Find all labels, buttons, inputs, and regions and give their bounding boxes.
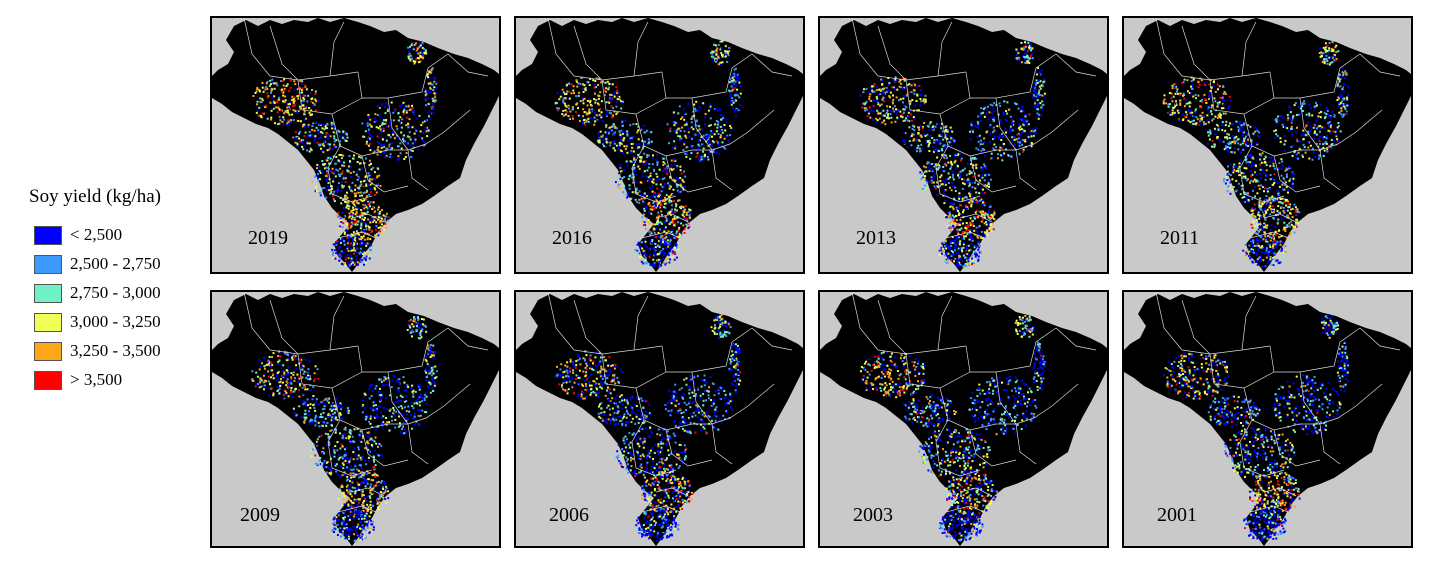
legend-swatch (34, 284, 62, 303)
year-label: 2013 (856, 227, 896, 250)
legend-item: < 2,500 (34, 224, 122, 246)
map-panel: 2009 (210, 290, 501, 548)
legend-swatch (34, 255, 62, 274)
legend-item: > 3,500 (34, 369, 122, 391)
map-panel: 2011 (1122, 16, 1413, 274)
year-label: 2009 (240, 504, 280, 527)
map-panel: 2016 (514, 16, 805, 274)
legend-label: 2,750 - 3,000 (70, 283, 161, 303)
year-label: 2001 (1157, 504, 1197, 527)
year-label: 2019 (248, 227, 288, 250)
legend-swatch (34, 371, 62, 390)
legend-item: 3,000 - 3,250 (34, 311, 161, 333)
legend-item: 3,250 - 3,500 (34, 340, 161, 362)
map-panel: 2013 (818, 16, 1109, 274)
legend-label: < 2,500 (70, 225, 122, 245)
legend-label: 3,000 - 3,250 (70, 312, 161, 332)
year-label: 2003 (853, 504, 893, 527)
legend-item: 2,750 - 3,000 (34, 282, 161, 304)
map-panel: 2006 (514, 290, 805, 548)
map-panel: 2019 (210, 16, 501, 274)
legend-swatch (34, 313, 62, 332)
year-label: 2011 (1160, 227, 1199, 250)
legend-title: Soy yield (kg/ha) (0, 186, 190, 208)
year-label: 2006 (549, 504, 589, 527)
legend-label: > 3,500 (70, 370, 122, 390)
year-label: 2016 (552, 227, 592, 250)
legend-label: 3,250 - 3,500 (70, 341, 161, 361)
legend-swatch (34, 226, 62, 245)
legend-item: 2,500 - 2,750 (34, 253, 161, 275)
legend-label: 2,500 - 2,750 (70, 254, 161, 274)
map-panel: 2003 (818, 290, 1109, 548)
legend-swatch (34, 342, 62, 361)
map-panel: 2001 (1122, 290, 1413, 548)
